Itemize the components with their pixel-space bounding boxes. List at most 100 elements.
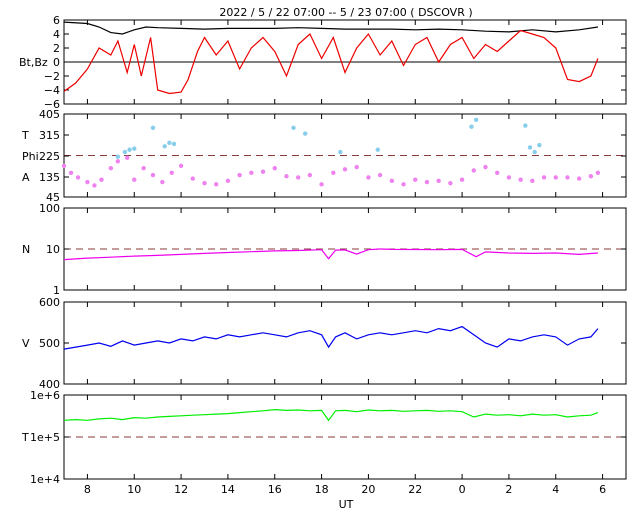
y-tick-label: 500 xyxy=(39,337,60,350)
panels: 6420−2−4−6Bt,Bz40531522513545TPhiA100101… xyxy=(19,14,627,486)
data-point xyxy=(377,172,383,178)
data-point xyxy=(115,154,121,159)
data-point xyxy=(92,183,97,188)
data-point xyxy=(541,175,547,180)
y-tick-label: −2 xyxy=(44,70,60,83)
data-point xyxy=(331,170,336,175)
data-point xyxy=(532,149,537,155)
y-axis-label: Bt,Bz xyxy=(19,56,48,69)
y-tick-label: 100 xyxy=(39,202,60,215)
data-point xyxy=(249,170,254,175)
x-tick-label: 8 xyxy=(84,483,91,496)
data-point xyxy=(553,175,558,180)
data-point xyxy=(141,165,146,171)
data-point xyxy=(162,144,167,149)
x-tick-label: 12 xyxy=(174,483,188,496)
series-line xyxy=(63,248,598,261)
data-point xyxy=(537,142,542,148)
panel-5: 1e+6 1e+5 1e+4 T xyxy=(21,389,627,486)
data-point xyxy=(448,180,453,186)
y-tick-label: −4 xyxy=(44,84,60,97)
data-point xyxy=(354,164,359,170)
data-point xyxy=(127,147,132,152)
y-axis-label: Phi xyxy=(22,150,39,163)
data-point xyxy=(495,170,500,175)
y-tick-label: 315 xyxy=(39,129,60,142)
x-tick-label: 6 xyxy=(599,483,606,496)
x-tick-label: 0 xyxy=(459,483,466,496)
series-line xyxy=(63,21,598,35)
x-axis: 8 10 12 14 16 18 20 22 0 2 4 6 xyxy=(84,483,606,496)
data-point xyxy=(565,175,570,180)
x-axis-label: UT xyxy=(339,498,354,511)
data-point xyxy=(99,177,104,182)
data-point xyxy=(214,182,219,187)
y-tick-label: 1e+5 xyxy=(30,431,60,444)
y-axis-label: T xyxy=(21,431,29,444)
series-line xyxy=(63,29,599,95)
data-point xyxy=(506,175,512,180)
y-tick-label: 1 xyxy=(53,284,60,297)
y-tick-label: 2 xyxy=(53,42,60,55)
data-point xyxy=(150,125,156,131)
data-point xyxy=(260,169,266,174)
data-point xyxy=(436,178,441,184)
panel-3: 100 10 1 N xyxy=(22,202,627,297)
x-tick-label: 16 xyxy=(268,483,282,496)
data-point xyxy=(75,175,81,180)
data-point xyxy=(319,182,324,187)
panel-2: 405 315 225 135 45 T Phi A xyxy=(21,108,627,204)
data-point xyxy=(413,177,418,182)
data-point xyxy=(171,141,177,147)
y-axis-label: V xyxy=(22,337,30,350)
data-point xyxy=(366,175,371,180)
panel-4: 600 500 400 V xyxy=(22,296,627,391)
data-point xyxy=(527,145,533,150)
data-point xyxy=(85,179,90,185)
y-tick-label: 4 xyxy=(53,28,60,41)
y-tick-label: 1e+4 xyxy=(30,473,60,486)
data-point xyxy=(523,123,528,128)
data-point xyxy=(424,179,430,185)
data-point xyxy=(389,178,395,184)
series-line xyxy=(63,408,599,422)
data-point xyxy=(150,172,156,178)
data-point xyxy=(375,147,380,152)
data-point xyxy=(595,170,601,175)
data-point xyxy=(202,180,207,186)
chart-title: 2022 / 5 / 22 07:00 -- 5 / 23 07:00 ( DS… xyxy=(219,6,472,19)
data-point xyxy=(122,149,128,155)
y-tick-label: 10 xyxy=(46,243,60,256)
data-point xyxy=(307,172,313,178)
y-tick-label: 1e+6 xyxy=(30,389,60,402)
data-point xyxy=(284,174,289,179)
y-tick-label: 0 xyxy=(53,56,60,69)
data-point xyxy=(471,168,476,173)
data-point xyxy=(160,179,165,185)
y-tick-label: 400 xyxy=(39,378,60,391)
data-point xyxy=(272,165,277,171)
data-point xyxy=(530,178,535,184)
data-point xyxy=(61,163,67,169)
data-point xyxy=(518,177,523,182)
y-axis-label: A xyxy=(22,171,30,184)
data-point xyxy=(178,163,184,169)
data-point xyxy=(469,124,474,129)
data-point xyxy=(459,177,465,182)
y-axis-label: T xyxy=(21,129,29,142)
data-point xyxy=(190,176,195,181)
data-point xyxy=(473,117,479,122)
x-tick-label: 2 xyxy=(505,483,512,496)
data-point xyxy=(342,167,348,172)
x-tick-label: 18 xyxy=(315,483,329,496)
y-tick-label: −6 xyxy=(44,98,60,111)
data-point xyxy=(68,170,74,175)
data-point xyxy=(132,146,137,151)
y-tick-label: 6 xyxy=(53,14,60,27)
data-point xyxy=(483,164,488,170)
data-point xyxy=(295,175,301,180)
data-point xyxy=(115,159,121,164)
y-tick-label: 600 xyxy=(39,296,60,309)
data-point xyxy=(401,182,406,187)
